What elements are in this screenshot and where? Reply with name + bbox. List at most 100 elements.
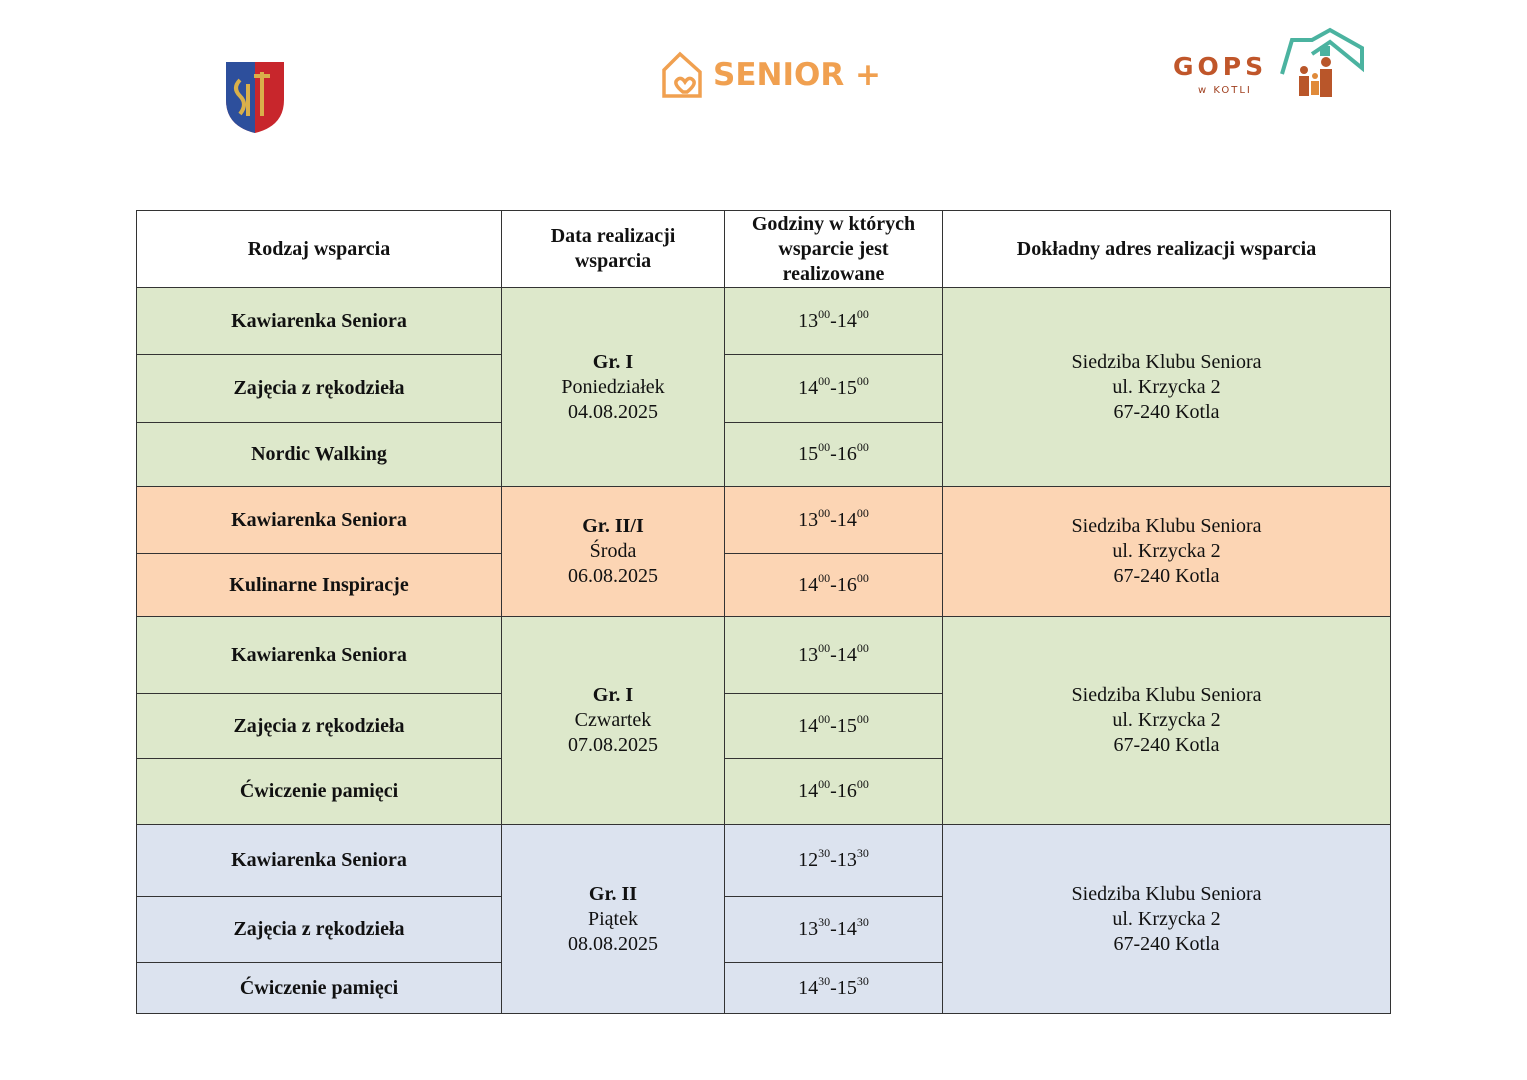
header-text: Data realizacji wsparcia <box>550 225 676 272</box>
address-line: ul. Krzycka 2 <box>1112 540 1221 562</box>
address-line: ul. Krzycka 2 <box>1112 709 1221 731</box>
dash: - <box>830 849 837 871</box>
address-cell: Siedziba Klubu Seniora ul. Krzycka 2 67-24… <box>943 825 1391 1014</box>
from-minute: 00 <box>818 711 831 726</box>
activity: Nordic Walking <box>251 443 387 465</box>
activity-cell: Nordic Walking <box>137 423 502 487</box>
from-hour: 15 <box>798 443 819 465</box>
from-hour: 12 <box>798 849 819 871</box>
to-minute: 30 <box>856 846 869 860</box>
from-minute: 00 <box>818 505 831 520</box>
time: 1400-1500 <box>798 374 869 401</box>
column-header: Data realizacji wsparcia <box>502 211 725 288</box>
column-header: Dokładny adres realizacji wsparcia <box>943 211 1391 288</box>
from-hour: 13 <box>798 643 819 666</box>
time: 1300-1400 <box>798 640 869 668</box>
address-line: ul. Krzycka 2 <box>1112 375 1221 398</box>
time-cell: 1500-1600 <box>725 423 943 487</box>
time: 1400-1600 <box>798 777 869 804</box>
address-line: Siedziba Klubu Seniora <box>1071 684 1262 706</box>
date-cell: Gr. I Czwartek 07.08.2025 <box>502 617 725 825</box>
to-hour: 16 <box>836 780 857 802</box>
from-hour: 14 <box>798 573 819 596</box>
activity-cell: Kawiarenka Seniora <box>137 825 502 897</box>
to-minute: 00 <box>856 777 869 791</box>
dash: - <box>830 976 837 999</box>
date: 07.08.2025 <box>568 734 658 756</box>
time-cell: 1300-1400 <box>725 288 943 355</box>
time-cell: 1230-1330 <box>725 825 943 897</box>
from-hour: 14 <box>798 714 819 737</box>
activity: Kawiarenka Seniora <box>231 849 407 871</box>
from-hour: 13 <box>798 508 819 531</box>
dash: - <box>830 443 837 465</box>
activity-cell: Ćwiczenie pamięci <box>137 963 502 1014</box>
activity: Ćwiczenie pamięci <box>239 976 399 999</box>
header-text: Dokładny adres realizacji wsparcia <box>1016 237 1317 260</box>
gops-house-icon <box>1280 27 1364 97</box>
activity: Kawiarenka Seniora <box>231 643 407 666</box>
schedule-table: Rodzaj wsparcia Data realizacji wsparcia G… <box>136 210 1391 1014</box>
time-cell: 1300-1400 <box>725 617 943 694</box>
header-text: Godziny w których wsparcie jest realizow… <box>751 212 916 285</box>
address-cell: Siedziba Klubu Seniora ul. Krzycka 2 67-24… <box>943 617 1391 825</box>
from-hour: 14 <box>798 780 819 802</box>
from-hour: 13 <box>798 918 819 940</box>
time: 1500-1600 <box>798 440 869 467</box>
activity-cell: Kulinarne Inspiracje <box>137 554 502 617</box>
from-minute: 00 <box>818 640 831 655</box>
group: Gr. II <box>588 882 638 905</box>
dash: - <box>830 377 837 399</box>
to-hour: 16 <box>836 443 857 465</box>
column-header: Godziny w których wsparcie jest realizow… <box>725 211 943 288</box>
time: 1300-1400 <box>798 505 869 533</box>
to-minute: 00 <box>856 570 869 585</box>
to-minute: 30 <box>856 973 869 988</box>
address-line: 67-240 Kotla <box>1113 400 1220 423</box>
to-hour: 14 <box>836 643 857 666</box>
to-minute: 00 <box>856 711 869 726</box>
date-cell: Gr. II Piątek 08.08.2025 <box>502 825 725 1014</box>
address-line: Siedziba Klubu Seniora <box>1071 515 1262 537</box>
activity-cell: Zajęcia z rękodzieła <box>137 897 502 963</box>
from-minute: 00 <box>818 777 831 791</box>
header-text: Rodzaj wsparcia <box>247 237 391 260</box>
date-cell: Gr. I Poniedziałek 04.08.2025 <box>502 288 725 487</box>
time-cell: 1400-1500 <box>725 694 943 759</box>
group: Gr. I <box>592 684 634 706</box>
time-cell: 1330-1430 <box>725 897 943 963</box>
to-minute: 00 <box>856 505 869 520</box>
from-minute: 00 <box>818 374 831 388</box>
time-cell: 1430-1530 <box>725 963 943 1014</box>
dash: - <box>830 508 837 531</box>
from-minute: 30 <box>818 915 831 929</box>
time: 1430-1530 <box>798 973 869 1001</box>
date: 06.08.2025 <box>568 565 658 587</box>
activity: Zajęcia z rękodzieła <box>233 377 405 399</box>
to-minute: 00 <box>856 440 869 454</box>
column-header: Rodzaj wsparcia <box>137 211 502 288</box>
address-cell: Siedziba Klubu Seniora ul. Krzycka 2 67-24… <box>943 487 1391 617</box>
activity: Zajęcia z rękodzieła <box>233 714 405 737</box>
senior-house-icon <box>662 51 702 98</box>
group: Gr. I <box>592 350 634 373</box>
from-hour: 14 <box>798 976 819 999</box>
date: 08.08.2025 <box>568 932 658 955</box>
dash: - <box>830 780 837 802</box>
time-cell: 1400-1500 <box>725 355 943 423</box>
to-hour: 14 <box>836 918 857 940</box>
time-cell: 1400-1600 <box>725 759 943 825</box>
dash: - <box>830 573 837 596</box>
from-hour: 13 <box>798 309 819 332</box>
to-minute: 00 <box>856 306 869 321</box>
group: Gr. II/I <box>582 515 644 537</box>
dash: - <box>830 714 837 737</box>
activity: Kulinarne Inspiracje <box>229 573 409 596</box>
day: Poniedziałek <box>561 375 665 398</box>
senior-logo: SENIOR + <box>713 57 881 93</box>
time: 1230-1330 <box>798 846 869 873</box>
date: 04.08.2025 <box>568 400 658 423</box>
address-line: 67-240 Kotla <box>1113 734 1220 756</box>
date-cell: Gr. II/I Środa 06.08.2025 <box>502 487 725 617</box>
